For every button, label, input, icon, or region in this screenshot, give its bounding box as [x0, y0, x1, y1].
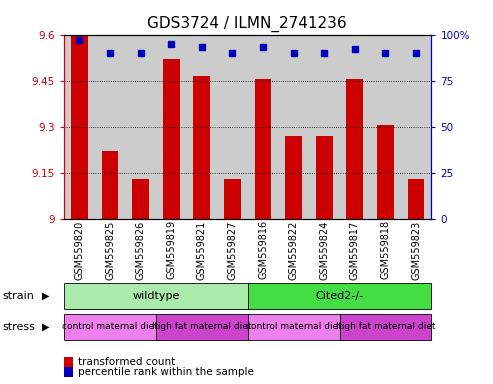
Text: percentile rank within the sample: percentile rank within the sample [78, 367, 254, 377]
Bar [279, 35, 309, 219]
Bar [132, 179, 149, 219]
Bar [316, 136, 333, 219]
Bar [64, 357, 73, 367]
Bar [71, 35, 88, 219]
Bar [64, 314, 156, 340]
Text: control maternal diet: control maternal diet [246, 322, 342, 331]
Bar [64, 283, 247, 309]
Bar [64, 367, 73, 377]
Bar [408, 179, 424, 219]
Bar [377, 125, 394, 219]
Text: stress: stress [2, 322, 35, 332]
Bar [193, 76, 210, 219]
Bar [102, 151, 118, 219]
Text: high fat maternal diet: high fat maternal diet [336, 322, 435, 331]
Bar [285, 136, 302, 219]
Bar [370, 35, 401, 219]
Bar [163, 59, 179, 219]
Text: high fat maternal diet: high fat maternal diet [152, 322, 251, 331]
Text: ▶: ▶ [41, 322, 49, 332]
Bar [125, 35, 156, 219]
Text: strain: strain [2, 291, 35, 301]
Text: Cited2-/-: Cited2-/- [316, 291, 364, 301]
Bar [247, 283, 431, 309]
Bar [64, 35, 95, 219]
Bar [186, 35, 217, 219]
Bar [95, 35, 125, 219]
Bar [247, 35, 279, 219]
Bar [156, 314, 247, 340]
Bar [401, 35, 431, 219]
Bar [340, 314, 431, 340]
Text: GDS3724 / ILMN_2741236: GDS3724 / ILMN_2741236 [147, 15, 346, 31]
Bar [217, 35, 247, 219]
Bar [309, 35, 340, 219]
Bar [254, 79, 272, 219]
Bar [224, 179, 241, 219]
Bar [247, 314, 340, 340]
Bar [347, 79, 363, 219]
Bar [156, 35, 186, 219]
Text: ▶: ▶ [41, 291, 49, 301]
Text: control maternal diet: control maternal diet [62, 322, 158, 331]
Text: wildtype: wildtype [132, 291, 179, 301]
Text: transformed count: transformed count [78, 357, 175, 367]
Bar [340, 35, 370, 219]
